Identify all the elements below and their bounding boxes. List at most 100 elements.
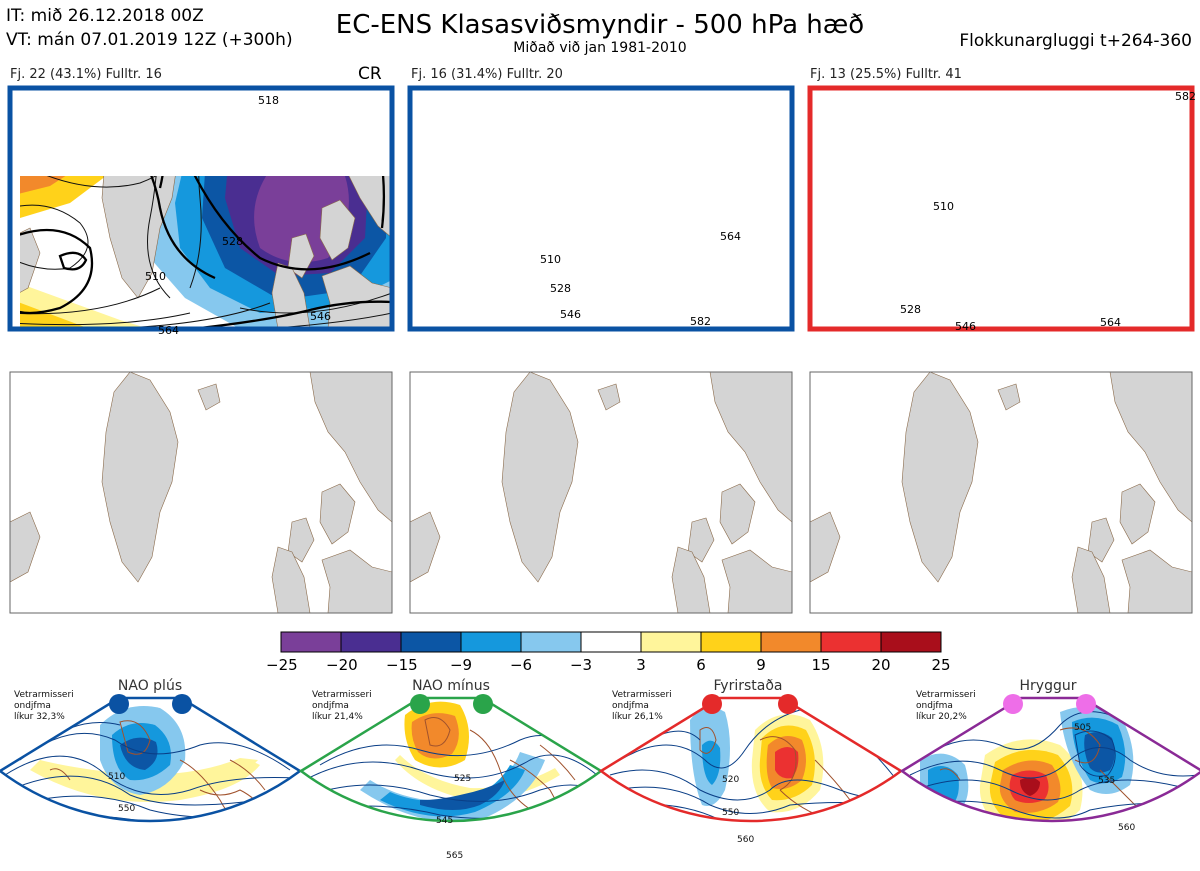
regime-nao-minus: NAO mínus Vetrarmisseri ondjfma líkur 21…: [298, 678, 604, 861]
regime-4-contour-560: 560: [1118, 823, 1135, 833]
colorbar-tick-label: 3: [636, 656, 646, 674]
regime-nao-plus: NAO plús Vetrarmisseri ondjfma líkur 32,…: [0, 678, 303, 823]
colorbar-tick-label: −3: [569, 656, 593, 674]
regime-1-dot-left: [109, 694, 129, 714]
colorbar-swatch: [640, 631, 702, 653]
regime-1-dot-right: [172, 694, 192, 714]
page-subtitle: Miðað við jan 1981-2010: [513, 40, 687, 56]
regime-4-note-1: Vetrarmisseri: [916, 690, 976, 700]
valid-time: VT: mán 07.01.2019 12Z (+300h): [6, 30, 293, 50]
panel-1-label: Fj. 22 (43.1%) Fulltr. 16: [10, 67, 162, 82]
empty-map-2: [409, 371, 793, 614]
regime-2-dot-right: [473, 694, 493, 714]
colorbar-swatch: [460, 631, 522, 653]
panel-2-contour-510: 510: [540, 253, 561, 266]
empty-map-2-frame: [409, 371, 793, 614]
panel-1-contour-518: 518: [258, 94, 279, 107]
empty-map-1-frame: [9, 371, 393, 614]
panel-3-contour-582: 582: [1175, 90, 1196, 103]
classification-window: Flokkunargluggi t+264-360: [959, 31, 1192, 51]
regime-3-note-1: Vetrarmisseri: [612, 690, 672, 700]
panel-2-label: Fj. 16 (31.4%) Fulltr. 20: [411, 67, 563, 82]
regime-2-title: NAO mínus: [412, 678, 490, 694]
colorbar-swatch: [880, 631, 942, 653]
panel-2-contour-546: 546: [560, 308, 581, 321]
colorbar-swatch: [340, 631, 402, 653]
regime-4-dot-right: [1076, 694, 1096, 714]
panel-1-contour-564: 564: [158, 324, 179, 337]
colorbar-swatch: [400, 631, 462, 653]
regime-4-note-3: líkur 20,2%: [916, 712, 967, 722]
panel-1-contour-510: 510: [145, 270, 166, 283]
colorbar-tick-label: −9: [449, 656, 473, 674]
regime-4-contour-535: 535: [1098, 776, 1115, 786]
colorbar-swatch: [820, 631, 882, 653]
regime-ridge: Hryggur Vetrarmisseri ondjfma líkur 20,2…: [899, 678, 1200, 833]
regime-3-frame: [598, 696, 904, 823]
regime-1-contour-550: 550: [118, 804, 135, 814]
panel-1-tag: CR: [358, 64, 382, 84]
panel-2-contour-582: 582: [690, 315, 711, 328]
empty-map-1: [9, 371, 393, 614]
regime-4-title: Hryggur: [1020, 678, 1077, 694]
panel-3-frame: [807, 85, 1195, 332]
colorbar-tick-label: −15: [386, 656, 418, 674]
regime-4-frame: [899, 696, 1200, 823]
colorbar-tick-label: 15: [811, 656, 831, 674]
colorbar-tick-label: −6: [509, 656, 533, 674]
regime-3-contour-560: 560: [737, 835, 754, 845]
regime-3-dot-right: [778, 694, 798, 714]
regime-1-frame: [0, 696, 303, 823]
panel-3-contour-528: 528: [900, 303, 921, 316]
panel-2-contour-564: 564: [720, 230, 741, 243]
regime-1-title: NAO plús: [118, 678, 182, 694]
regime-3-dot-left: [702, 694, 722, 714]
panel-2-map: 510 528 546 564 582: [407, 85, 795, 332]
regime-2-dot-left: [410, 694, 430, 714]
regime-2-note-2: ondjfma: [312, 701, 349, 711]
regime-2-note-3: líkur 21,4%: [312, 712, 363, 722]
regime-3-contour-550: 550: [722, 808, 739, 818]
page-title: EC-ENS Klasasviðsmyndir - 500 hPa hæð: [335, 10, 865, 40]
panel-1-contour-546: 546: [310, 310, 331, 323]
regime-4-note-2: ondjfma: [916, 701, 953, 711]
regime-2-contour-565: 565: [446, 851, 463, 861]
regime-2-frame: [298, 696, 604, 823]
colorbar-tick-label: 20: [871, 656, 891, 674]
regime-3-note-3: líkur 26,1%: [612, 712, 663, 722]
colorbar-swatch: [280, 631, 342, 653]
regime-2-contour-525: 525: [454, 774, 471, 784]
panel-1-frame: [7, 85, 395, 332]
regime-1-contour-510: 510: [108, 772, 125, 782]
regime-3-note-2: ondjfma: [612, 701, 649, 711]
colorbar-tick-label: 9: [756, 656, 766, 674]
colorbar: [280, 631, 942, 653]
regime-2-note-1: Vetrarmisseri: [312, 690, 372, 700]
empty-map-3: [809, 371, 1193, 614]
colorbar-tick-label: −20: [326, 656, 358, 674]
regime-3-contour-520: 520: [722, 775, 739, 785]
colorbar-tick-label: 6: [696, 656, 706, 674]
panel-3-contour-510: 510: [933, 200, 954, 213]
panel-1-contour-528: 528: [222, 235, 243, 248]
panel-3-label: Fj. 13 (25.5%) Fulltr. 41: [810, 67, 962, 82]
regime-1-note-3: líkur 32,3%: [14, 712, 65, 722]
panel-2-contour-528: 528: [550, 282, 571, 295]
panel-3-contour-564: 564: [1100, 316, 1121, 329]
regime-4-contour-505: 505: [1074, 723, 1091, 733]
regime-1-note-2: ondjfma: [14, 701, 51, 711]
empty-map-3-frame: [809, 371, 1193, 614]
colorbar-swatch: [760, 631, 822, 653]
colorbar-swatch: [700, 631, 762, 653]
initial-time: IT: mið 26.12.2018 00Z: [6, 6, 204, 26]
panel-3-contour-546: 546: [955, 320, 976, 333]
regime-2-contour-545: 545: [436, 816, 453, 826]
panel-2-frame: [407, 85, 795, 332]
panel-3-map: 510 528 546 564 582: [807, 85, 1196, 333]
panel-1-map: 518 528 546 564 510: [7, 85, 395, 337]
colorbar-swatch: [580, 631, 642, 653]
regime-4-dot-left: [1003, 694, 1023, 714]
colorbar-tick-label: 25: [931, 656, 951, 674]
regime-1-note-1: Vetrarmisseri: [14, 690, 74, 700]
